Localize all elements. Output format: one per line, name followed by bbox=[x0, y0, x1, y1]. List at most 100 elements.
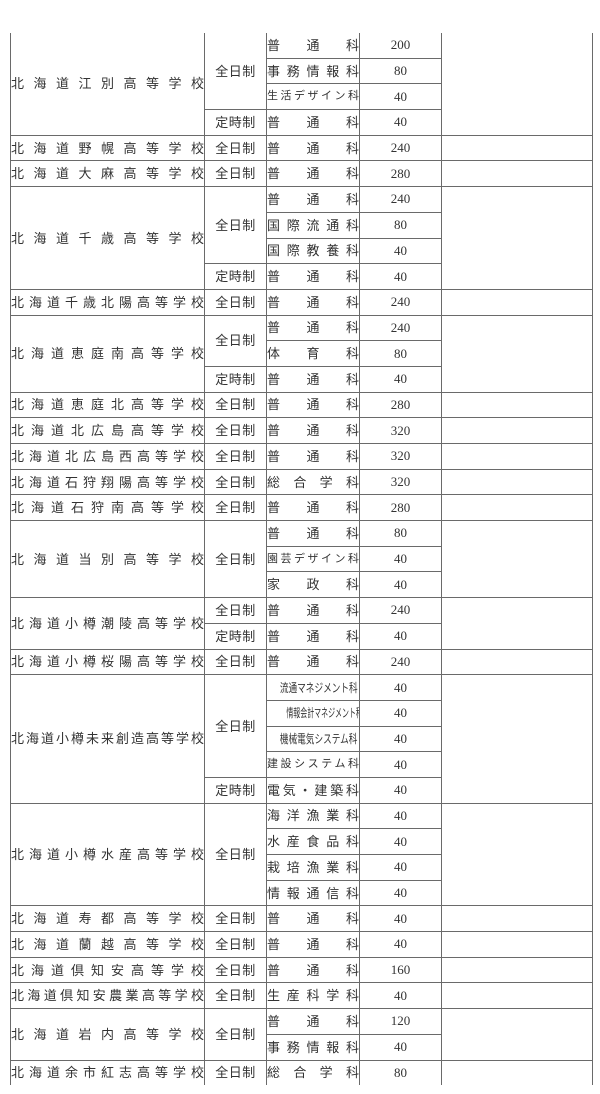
department-name-cell: 総合学科 bbox=[266, 468, 360, 496]
department-name-cell: 園芸デザイン科 bbox=[266, 545, 360, 573]
table-row: 国際教養科 40 bbox=[11, 237, 593, 265]
table-row: 北海道石狩南高等学校 全日制 普通科 280 bbox=[10, 494, 593, 522]
capacity-cell: 160 bbox=[359, 956, 442, 984]
table-row: 北海道北広島西高等学校 全日制 普通科 320 bbox=[10, 443, 593, 470]
school-name-cell-text: 北海道江別高等学校 bbox=[11, 76, 204, 92]
course-type-cell-text: 全日制 bbox=[215, 551, 256, 567]
capacity-cell: 320 bbox=[359, 468, 442, 496]
school-name-cell-text: 北海道小樽未来創造高等学校 bbox=[11, 731, 204, 747]
capacity-cell: 240 bbox=[359, 134, 442, 162]
capacity-cell: 240 bbox=[359, 597, 442, 624]
course-type-cell: 定時制 bbox=[204, 365, 267, 393]
school-name-cell: 北海道北広島西高等学校 bbox=[10, 443, 205, 470]
department-name-cell: 水産食品科 bbox=[266, 828, 360, 855]
table-row: 定時制 電気・建築科 40 bbox=[11, 776, 593, 804]
schools-table-body: 北海道江別高等学校 全日制 普通科 200 事務情報科 80 生活デザイン科 40 定時制 普通科… bbox=[10, 33, 593, 1086]
school-name-cell: 北海道小樽桜陽高等学校 bbox=[10, 648, 205, 676]
notes-cell bbox=[441, 391, 593, 419]
department-name-cell: 生活デザイン科 bbox=[266, 83, 360, 111]
table-row: 情報会計マネジメント科 40 bbox=[11, 699, 593, 727]
capacity-cell: 80 bbox=[359, 57, 442, 85]
capacity-cell: 80 bbox=[359, 211, 442, 239]
course-type-cell-text: 全日制 bbox=[215, 602, 256, 618]
school-name-cell: 北海道蘭越高等学校 bbox=[10, 931, 205, 958]
department-name-cell: 普通科 bbox=[266, 956, 360, 984]
course-type-cell: 全日制 bbox=[204, 186, 267, 265]
capacity-cell: 40 bbox=[359, 725, 442, 753]
school-name-cell: 北海道千歳高等学校 bbox=[10, 186, 205, 290]
table-row: 機械電気システム科 40 bbox=[11, 725, 593, 753]
school-name-cell: 北海道小樽未来創造高等学校 bbox=[10, 674, 205, 804]
capacity-cell: 40 bbox=[359, 674, 442, 701]
capacity-cell: 320 bbox=[359, 443, 442, 470]
department-name-cell-text: 流通マネジメント科 bbox=[279, 680, 358, 695]
capacity-cell: 40 bbox=[359, 237, 442, 265]
course-type-cell: 全日制 bbox=[204, 931, 267, 958]
table-row: 家政科 40 bbox=[11, 571, 593, 599]
department-name-cell-text: 総合学科 bbox=[267, 474, 359, 490]
capacity-cell: 280 bbox=[359, 391, 442, 419]
table-row: 北海道蘭越高等学校 全日制 普通科 40 bbox=[10, 931, 593, 958]
department-name-cell-text: 電気・建築科 bbox=[267, 782, 359, 798]
course-type-cell-text: 全日制 bbox=[215, 333, 256, 349]
table-row: 定時制 普通科 40 bbox=[11, 263, 593, 290]
notes-cell bbox=[441, 905, 593, 933]
department-name-cell: 生産科学科 bbox=[266, 982, 360, 1010]
school-name-cell-text: 北海道北広島西高等学校 bbox=[11, 448, 204, 464]
capacity-cell: 40 bbox=[359, 365, 442, 393]
department-name-cell: 普通科 bbox=[266, 288, 360, 316]
table-row: 北海道千歳北陽高等学校 全日制 普通科 240 bbox=[10, 288, 593, 316]
capacity-cell: 80 bbox=[359, 520, 442, 547]
course-type-cell-text: 全日制 bbox=[215, 654, 256, 670]
department-name-cell: 普通科 bbox=[266, 391, 360, 419]
course-type-cell: 全日制 bbox=[204, 1008, 267, 1061]
course-type-cell: 全日制 bbox=[204, 802, 267, 907]
notes-cell bbox=[441, 33, 593, 136]
course-type-cell-text: 全日制 bbox=[215, 988, 256, 1004]
school-name-cell-text: 北海道岩内高等学校 bbox=[11, 1026, 204, 1042]
notes-cell bbox=[441, 468, 593, 496]
course-type-cell: 全日制 bbox=[204, 134, 267, 162]
department-name-cell-text: 普通科 bbox=[267, 423, 359, 439]
department-name-cell-text: 普通科 bbox=[267, 936, 359, 952]
department-name-cell-text: 園芸デザイン科 bbox=[267, 552, 359, 565]
course-type-cell: 全日制 bbox=[204, 1059, 267, 1086]
notes-cell bbox=[441, 597, 593, 650]
department-name-cell-text: 普通科 bbox=[267, 371, 359, 387]
department-name-cell: 普通科 bbox=[266, 905, 360, 933]
table-row: 建設システム科 40 bbox=[11, 751, 593, 778]
department-name-cell-text: 事務情報科 bbox=[267, 1039, 359, 1055]
course-type-cell-text: 全日制 bbox=[215, 448, 256, 464]
school-name-cell: 北海道小樽水産高等学校 bbox=[10, 802, 205, 907]
department-name-cell-text: 普通科 bbox=[267, 166, 359, 182]
notes-cell bbox=[441, 417, 593, 444]
course-type-cell: 全日制 bbox=[204, 597, 267, 624]
capacity-cell: 200 bbox=[359, 33, 442, 59]
school-name-cell: 北海道石狩翔陽高等学校 bbox=[10, 468, 205, 496]
course-type-cell-text: 全日制 bbox=[215, 423, 256, 439]
department-name-cell-text: 普通科 bbox=[267, 294, 359, 310]
notes-cell bbox=[441, 674, 593, 804]
notes-cell bbox=[441, 134, 593, 162]
department-name-cell-text: 情報会計マネジメント科 bbox=[286, 706, 360, 721]
course-type-cell-text: 全日制 bbox=[215, 1026, 256, 1042]
course-type-cell-text: 全日制 bbox=[215, 718, 256, 734]
course-type-cell-text: 全日制 bbox=[215, 63, 256, 79]
table-row: 北海道小樽水産高等学校 全日制 海洋漁業科 40 bbox=[10, 802, 593, 907]
department-name-cell-text: 普通科 bbox=[267, 269, 359, 285]
school-name-cell-text: 北海道千歳北陽高等学校 bbox=[11, 294, 204, 310]
course-type-cell: 全日制 bbox=[204, 443, 267, 470]
capacity-cell: 280 bbox=[359, 160, 442, 188]
table-row: 北海道大麻高等学校 全日制 普通科 280 bbox=[10, 160, 593, 188]
department-name-cell-text: 国際流通科 bbox=[267, 217, 359, 233]
course-type-cell: 定時制 bbox=[204, 776, 267, 804]
course-type-cell: 全日制 bbox=[204, 314, 267, 367]
department-name-cell-text: 普通科 bbox=[267, 37, 359, 53]
capacity-cell: 40 bbox=[359, 931, 442, 958]
department-name-cell: 普通科 bbox=[266, 134, 360, 162]
capacity-cell: 80 bbox=[359, 340, 442, 367]
capacity-cell: 40 bbox=[359, 699, 442, 727]
notes-cell bbox=[441, 520, 593, 599]
department-name-cell: 栽培漁業科 bbox=[266, 854, 360, 881]
school-name-cell-text: 北海道余市紅志高等学校 bbox=[11, 1065, 204, 1081]
